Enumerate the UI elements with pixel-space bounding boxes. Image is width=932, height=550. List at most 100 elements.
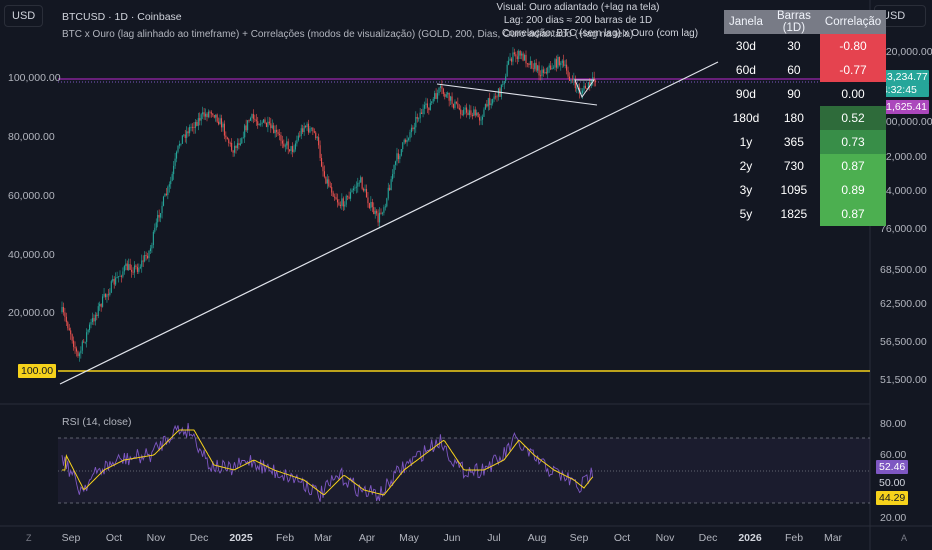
candle-body [74, 346, 76, 349]
candle-body [458, 107, 460, 110]
candle-body [550, 65, 552, 70]
candle-body [283, 143, 285, 147]
rsi-legend[interactable]: RSI (14, close) [62, 416, 132, 428]
candle-body [403, 139, 405, 143]
candle-body [90, 322, 92, 325]
candle-body [322, 166, 324, 172]
candle-body [519, 50, 521, 56]
candle-body [566, 64, 568, 71]
symbol-title[interactable]: BTCUSD · 1D · Coinbase [62, 11, 182, 23]
candle-body [389, 187, 391, 191]
candle-body [387, 187, 389, 199]
candle-body [418, 118, 420, 120]
candle-body [296, 140, 298, 144]
candle-body [374, 210, 376, 215]
candle-body [451, 96, 453, 104]
time-axis-label: Jul [487, 532, 501, 544]
table-header-row: Janela Barras (1D) Correlação [724, 10, 887, 34]
candle-body [131, 269, 133, 272]
candle-body [84, 341, 86, 343]
candle-body [509, 58, 511, 61]
time-axis-label: Feb [275, 532, 295, 544]
candle-body [87, 329, 89, 333]
time-axis-label: 2026 [738, 532, 762, 544]
candle-body [151, 244, 153, 249]
candle-body [86, 332, 88, 342]
candle-body [441, 85, 443, 89]
candle-body [355, 186, 357, 188]
candle-body [129, 264, 131, 270]
rsi-ma-line [62, 429, 594, 496]
candle-body [239, 143, 241, 146]
candle-body [280, 135, 282, 141]
overlay-lag: Lag: 200 dias ≈ 200 barras de 1D [503, 15, 653, 26]
candle-body [70, 330, 72, 335]
candle-body [416, 116, 418, 119]
candle-body [348, 196, 350, 199]
candle-body [439, 85, 441, 88]
candle-body [307, 123, 310, 133]
candle-body [186, 131, 188, 138]
candle-body [335, 197, 337, 200]
rsi-line [61, 423, 594, 502]
candle-body [542, 69, 544, 73]
time-axis-label: 2025 [229, 532, 253, 544]
left-axis-label: 100,000.00 [8, 72, 61, 84]
rsi-value-tag: 52.46 [876, 460, 909, 474]
candle-body [338, 202, 340, 205]
candle-body [367, 197, 369, 204]
time-axis-label: Nov [655, 532, 675, 544]
candle-body [399, 155, 401, 160]
candle-body [426, 103, 428, 108]
candle-body [242, 137, 244, 139]
candle-body [293, 149, 295, 152]
candle-body [107, 294, 109, 296]
candle-body [309, 128, 311, 133]
zoom-icon[interactable]: Z [26, 533, 32, 543]
time-axis-label: Dec [698, 532, 718, 544]
candle-body [267, 121, 269, 127]
candle-body [352, 188, 354, 191]
right-axis-label: 62,500.00 [880, 298, 927, 310]
candle-body [190, 126, 192, 128]
candle-body [271, 125, 273, 129]
candle-body [486, 104, 488, 107]
candle-body [154, 227, 156, 232]
candle-body [290, 146, 292, 151]
candle-body [104, 294, 107, 298]
candle-body [110, 281, 112, 293]
candle-body [213, 114, 215, 118]
candle-body [187, 131, 189, 134]
candle-body [141, 260, 143, 267]
candle-body [555, 59, 557, 68]
candle-body [568, 76, 571, 81]
candle-body [496, 96, 498, 98]
candle-body [160, 213, 162, 218]
candle-body [218, 121, 220, 125]
currency-button-left[interactable]: USD [4, 5, 44, 27]
candle-body [432, 98, 434, 102]
candle-body [553, 67, 555, 69]
candle-body [109, 292, 111, 295]
bars-cell: 90 [787, 87, 801, 101]
candle-body [326, 179, 328, 184]
candle-body [245, 125, 247, 131]
candle-body [334, 196, 336, 198]
auto-scale-icon[interactable]: A [901, 533, 908, 543]
candle-body [364, 189, 366, 191]
countdown-tag: 04:32:45 [873, 83, 929, 97]
candle-body [212, 113, 214, 115]
table-row: 2y 730 0.87 [724, 154, 887, 178]
indicator-legend[interactable]: BTC x Ouro (lag alinhado ao timeframe) +… [62, 29, 634, 40]
candle-body [392, 174, 394, 180]
candle-body [541, 69, 543, 76]
candle-body [75, 348, 78, 352]
candle-body [161, 205, 163, 214]
candle-body [97, 306, 99, 317]
candle-body [573, 78, 575, 80]
candle-body [532, 68, 534, 70]
candle-body [210, 112, 212, 114]
candle-body [525, 54, 527, 64]
candle-body [531, 60, 533, 69]
